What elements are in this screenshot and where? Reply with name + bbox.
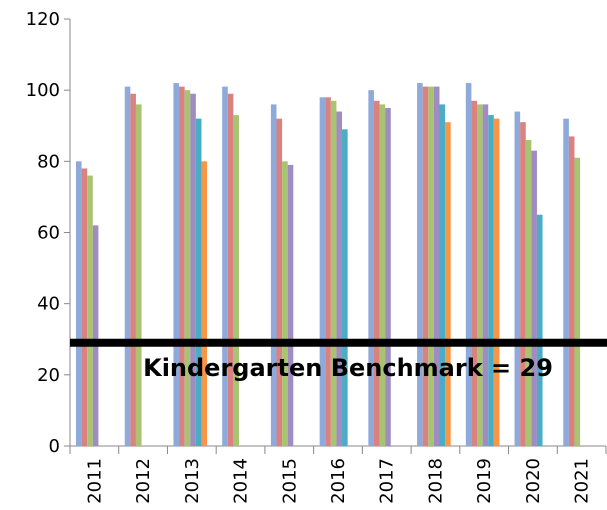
bar xyxy=(342,129,348,446)
x-tick-label: 2016 xyxy=(328,458,349,504)
bar xyxy=(471,100,478,446)
bar xyxy=(201,161,208,447)
y-tick-label: 100 xyxy=(26,80,60,101)
bar xyxy=(319,97,326,447)
bar xyxy=(422,86,429,446)
bar xyxy=(336,111,343,447)
bar xyxy=(325,97,331,447)
x-tick-label: 2020 xyxy=(523,458,544,504)
bar xyxy=(124,86,131,446)
x-tick-label: 2014 xyxy=(231,458,252,504)
bar xyxy=(477,104,483,447)
x-tick-label: 2011 xyxy=(84,458,105,504)
bar xyxy=(287,164,294,446)
x-tick-label: 2021 xyxy=(572,458,593,504)
bar xyxy=(433,86,440,446)
bar xyxy=(574,157,581,446)
y-tick-label: 40 xyxy=(37,294,60,315)
bar xyxy=(233,115,239,446)
bar xyxy=(222,86,228,446)
bar xyxy=(92,225,99,446)
bar xyxy=(184,90,191,447)
bar xyxy=(488,115,494,446)
benchmark-label: Kindergarten Benchmark = 29 xyxy=(143,354,553,382)
bar xyxy=(514,111,521,447)
bar xyxy=(282,161,288,447)
y-tick-label: 60 xyxy=(37,223,60,244)
bar xyxy=(270,104,277,447)
bar xyxy=(276,118,283,446)
bar xyxy=(465,83,472,447)
bar xyxy=(173,83,180,447)
bar xyxy=(417,83,423,447)
bar xyxy=(368,90,374,447)
bar xyxy=(81,168,88,446)
x-tick-label: 2012 xyxy=(133,458,154,504)
bar xyxy=(568,136,575,447)
bar xyxy=(76,161,82,447)
bar xyxy=(227,93,234,446)
y-tick-label: 20 xyxy=(37,365,60,386)
x-tick-label: 2019 xyxy=(474,458,495,504)
y-tick-label: 80 xyxy=(37,151,60,172)
x-tick-label: 2018 xyxy=(425,458,446,504)
bar xyxy=(87,175,93,447)
bar xyxy=(385,107,391,446)
x-tick-label: 2013 xyxy=(182,458,203,504)
bar xyxy=(373,100,380,446)
bar xyxy=(195,118,202,446)
bar xyxy=(330,100,337,446)
bar xyxy=(563,118,569,446)
y-tick-label: 120 xyxy=(26,9,60,30)
x-tick-label: 2017 xyxy=(377,458,398,504)
bar xyxy=(190,93,196,446)
bar xyxy=(536,214,543,446)
bar xyxy=(445,122,451,447)
bar xyxy=(428,86,434,446)
bar xyxy=(439,104,446,447)
bar xyxy=(520,122,526,447)
bar xyxy=(482,104,489,447)
x-tick-label: 2015 xyxy=(279,458,300,504)
bar xyxy=(525,139,532,446)
bar xyxy=(531,150,537,447)
bar xyxy=(179,86,185,446)
y-tick-label: 0 xyxy=(49,436,60,457)
bar xyxy=(135,104,142,447)
bar xyxy=(493,118,500,446)
bar xyxy=(130,93,136,446)
bar xyxy=(379,104,386,447)
